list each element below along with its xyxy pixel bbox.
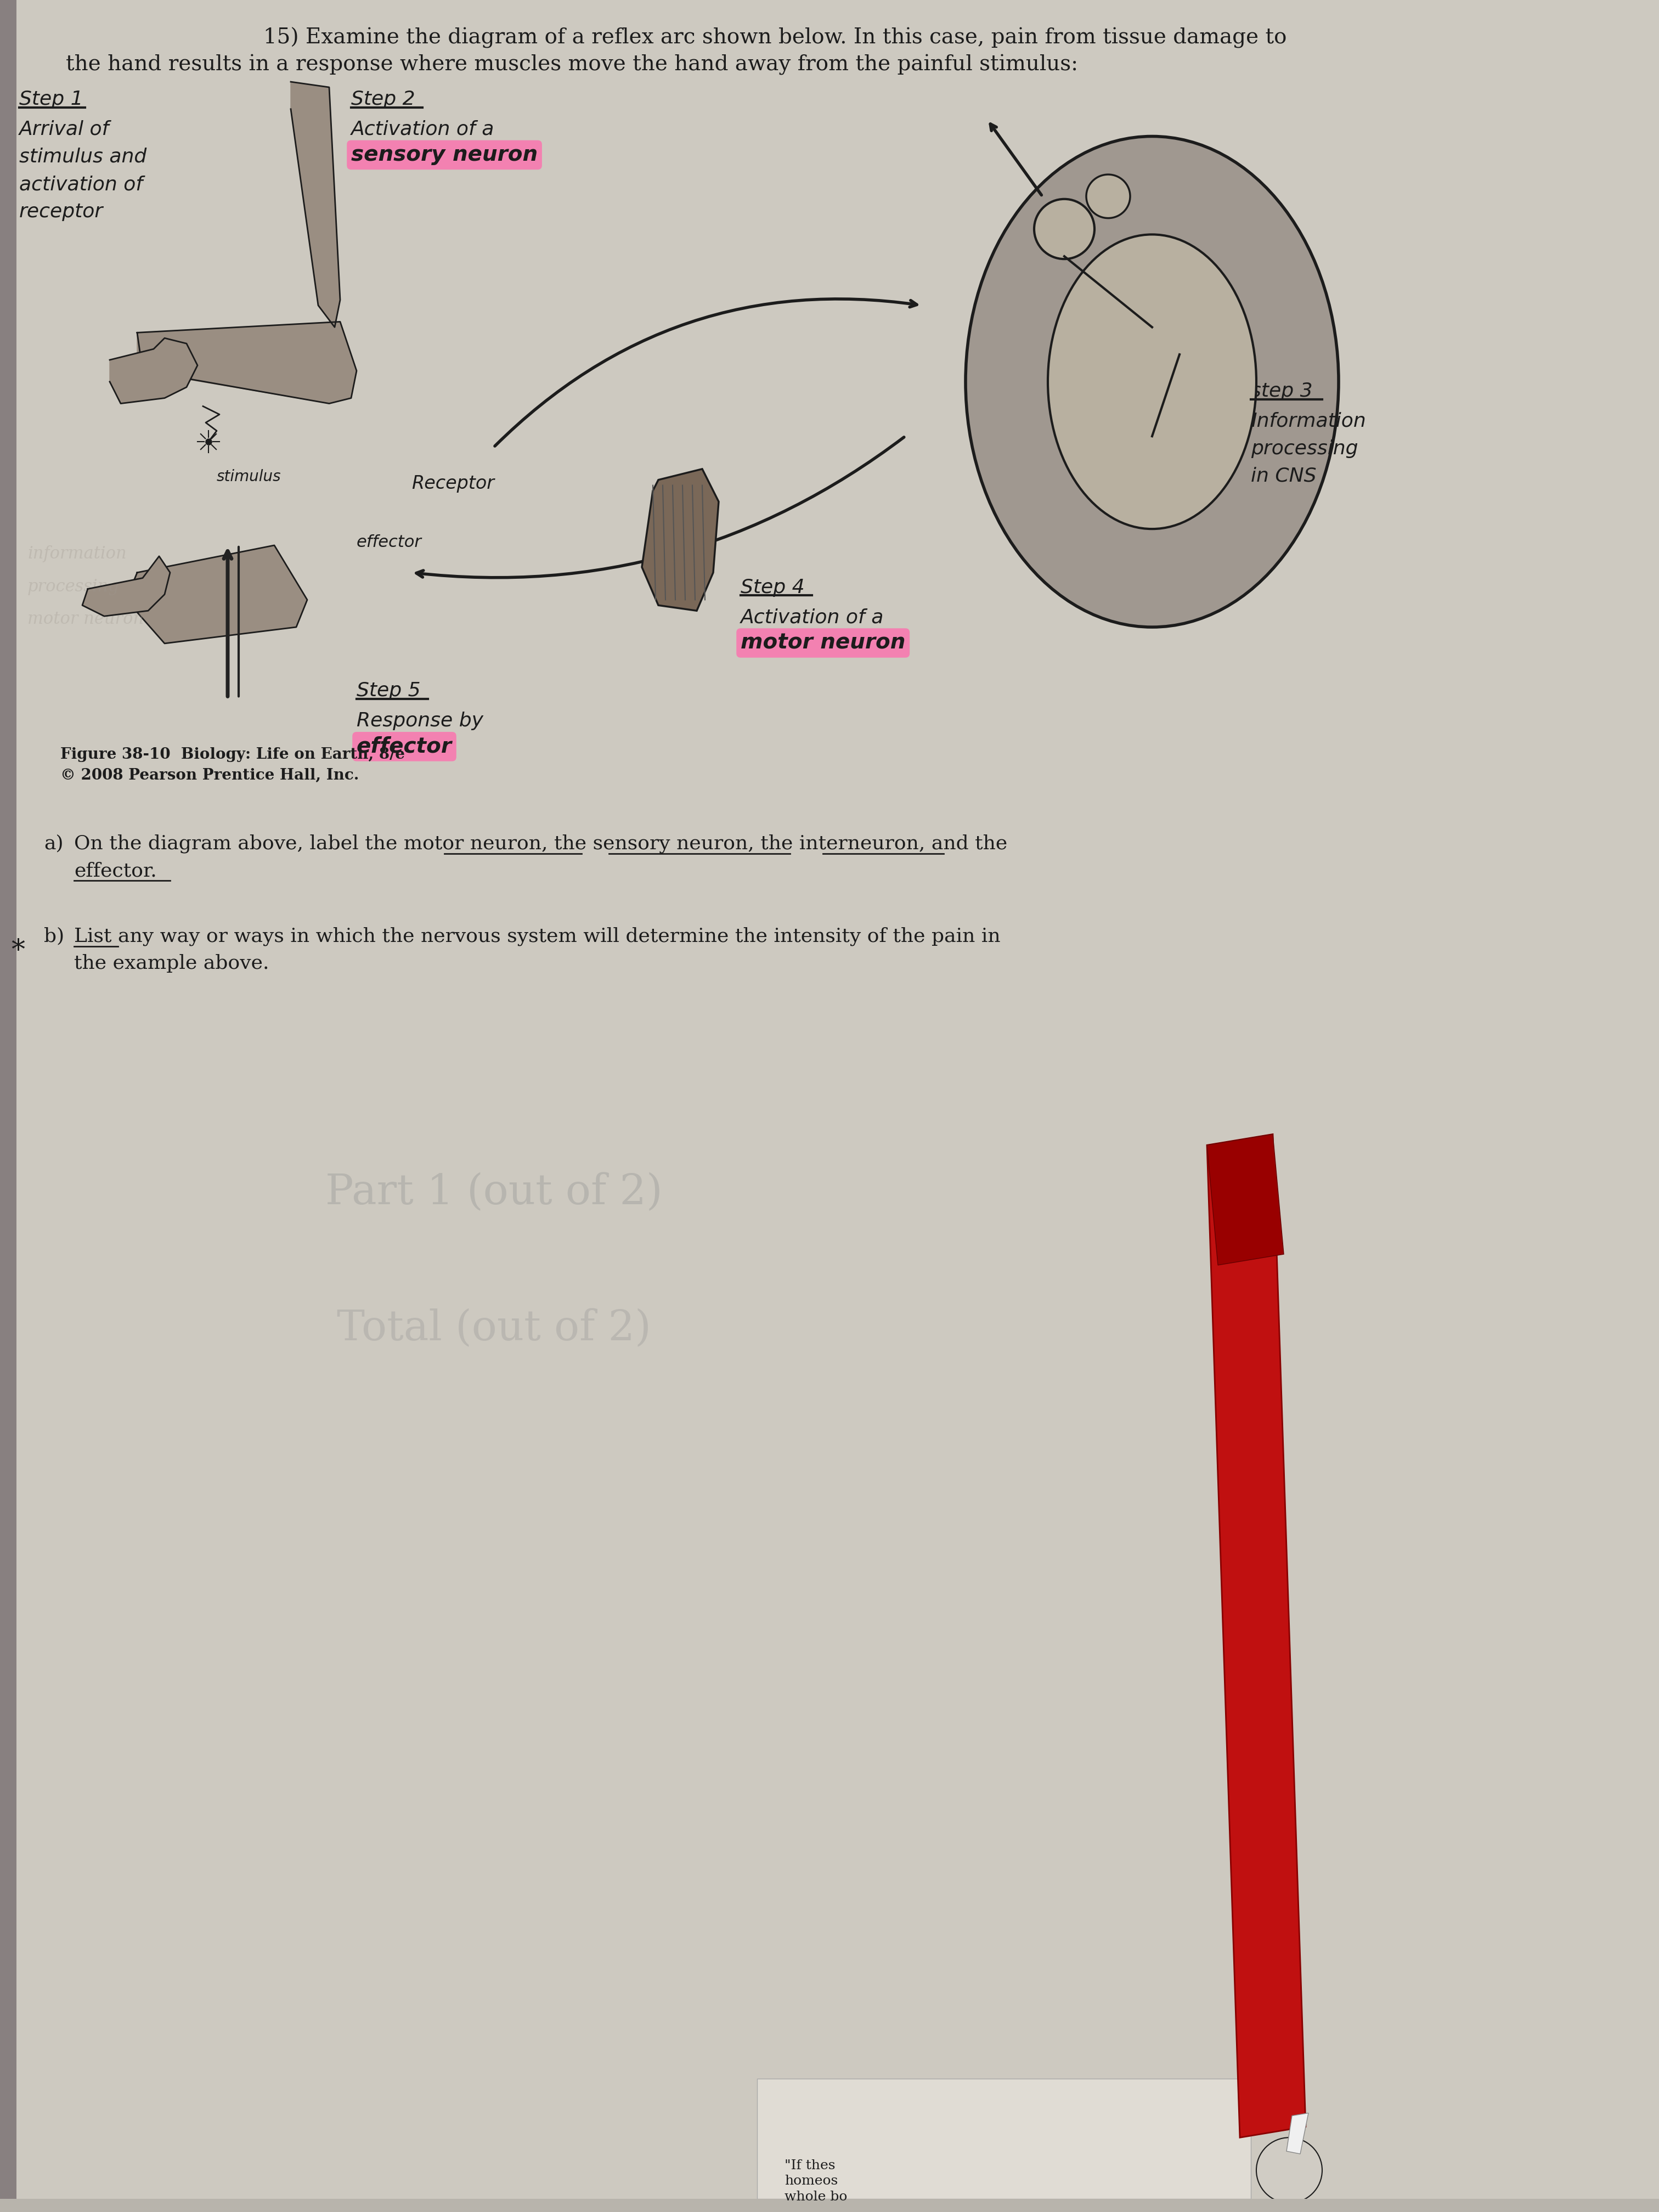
Text: Information
processing
in CNS: Information processing in CNS	[1251, 411, 1365, 484]
Text: sensory neuron: sensory neuron	[352, 144, 538, 166]
Ellipse shape	[966, 137, 1339, 626]
Text: effector: effector	[357, 535, 421, 551]
Text: Response by: Response by	[357, 712, 483, 730]
Text: © 2008 Pearson Prentice Hall, Inc.: © 2008 Pearson Prentice Hall, Inc.	[60, 768, 358, 783]
FancyBboxPatch shape	[757, 2079, 1251, 2199]
Text: Step 2: Step 2	[352, 91, 415, 108]
FancyBboxPatch shape	[0, 0, 17, 2199]
Polygon shape	[1286, 2112, 1309, 2154]
Text: "If thes
homeos
whole bo: "If thes homeos whole bo	[785, 2159, 848, 2203]
Text: a): a)	[43, 834, 63, 854]
Text: Step 5: Step 5	[357, 681, 421, 701]
Polygon shape	[1208, 1135, 1306, 2137]
Text: Step 4: Step 4	[740, 577, 805, 597]
Polygon shape	[126, 546, 307, 644]
Text: information: information	[28, 546, 126, 562]
Text: Figure 38-10  Biology: Life on Earth, 8/e: Figure 38-10 Biology: Life on Earth, 8/e	[60, 748, 405, 761]
Text: b): b)	[43, 927, 65, 947]
Text: effector.: effector.	[75, 860, 156, 880]
Text: effector: effector	[357, 737, 451, 757]
Text: stimulus: stimulus	[217, 469, 282, 484]
Polygon shape	[109, 338, 197, 403]
Circle shape	[1034, 199, 1095, 259]
Text: Activation of a: Activation of a	[740, 608, 884, 626]
Text: On the diagram above, label the motor neuron, the sensory neuron, the interneuro: On the diagram above, label the motor ne…	[75, 834, 1007, 854]
Text: the example above.: the example above.	[75, 953, 269, 973]
Polygon shape	[1208, 1135, 1284, 1265]
Circle shape	[1087, 175, 1130, 219]
Polygon shape	[83, 555, 171, 617]
Text: processing: processing	[28, 577, 119, 595]
Ellipse shape	[1048, 234, 1256, 529]
Polygon shape	[290, 82, 340, 327]
Text: motor neuron: motor neuron	[740, 633, 906, 653]
Text: motor neuron: motor neuron	[28, 611, 144, 628]
Text: Total (out of 2): Total (out of 2)	[337, 1310, 650, 1349]
Text: Activation of a: Activation of a	[352, 119, 494, 139]
Circle shape	[1256, 2137, 1322, 2203]
Text: Part 1 (out of 2): Part 1 (out of 2)	[325, 1172, 662, 1212]
Text: the hand results in a response where muscles move the hand away from the painful: the hand results in a response where mus…	[66, 55, 1078, 75]
Text: 15) Examine the diagram of a reflex arc shown below. In this case, pain from tis: 15) Examine the diagram of a reflex arc …	[264, 27, 1287, 49]
Text: Receptor: Receptor	[411, 473, 494, 493]
Polygon shape	[138, 321, 357, 403]
Text: *: *	[12, 938, 25, 964]
Polygon shape	[642, 469, 718, 611]
Text: Arrival of
stimulus and
activation of
receptor: Arrival of stimulus and activation of re…	[20, 119, 146, 221]
Text: List any way or ways in which the nervous system will determine the intensity of: List any way or ways in which the nervou…	[75, 927, 1000, 947]
Text: step 3: step 3	[1251, 383, 1312, 400]
Text: Step 1: Step 1	[20, 91, 83, 108]
